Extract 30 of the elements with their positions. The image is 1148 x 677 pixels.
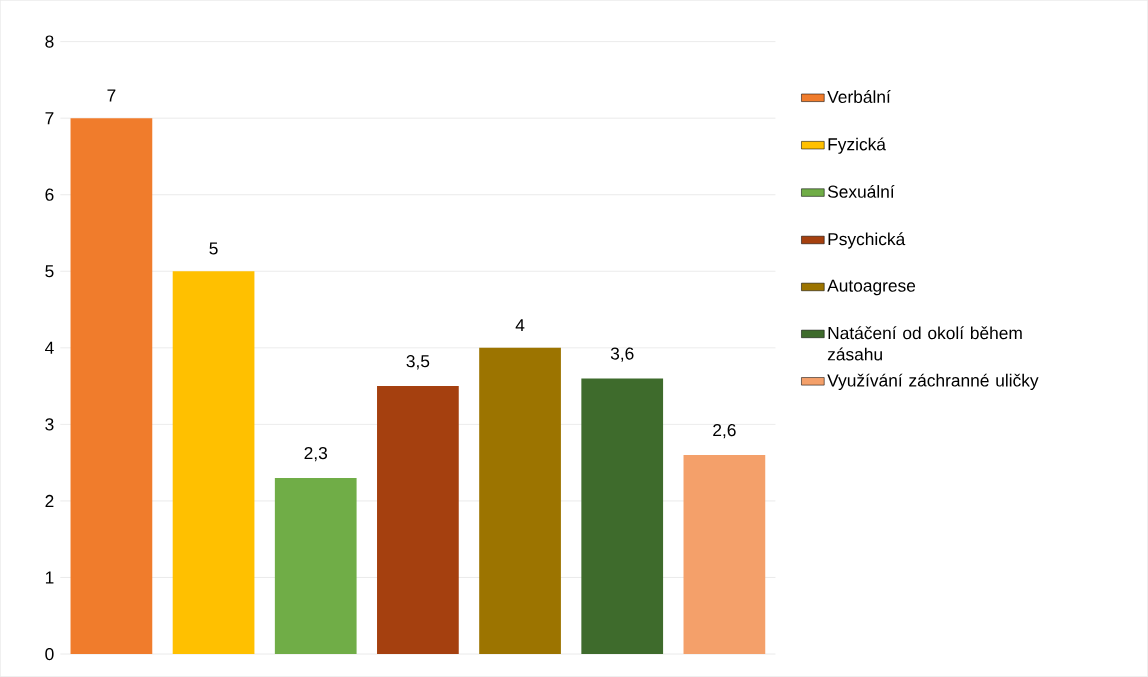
data-label: 7 <box>107 89 116 102</box>
bar <box>70 118 153 655</box>
y-tick-label: 8 <box>45 35 54 48</box>
data-label: 2,3 <box>304 446 328 462</box>
legend-label: Autoagrese <box>827 279 916 296</box>
y-tick-label: 1 <box>45 571 54 584</box>
legend-label: Natáčení od okolí během zásahu <box>827 326 1022 361</box>
y-tick-label: 7 <box>45 112 54 125</box>
bar <box>479 347 561 655</box>
data-label: 5 <box>209 242 218 255</box>
legend-label: Využívání záchranné uličky <box>827 373 1039 390</box>
data-label: 2,6 <box>713 423 736 439</box>
y-tick-label: 4 <box>45 341 54 354</box>
bar <box>274 477 357 655</box>
bar <box>377 386 459 655</box>
bar <box>683 455 766 655</box>
bar <box>581 378 664 655</box>
y-tick-label: 5 <box>45 265 54 278</box>
y-tick-label: 0 <box>45 647 54 661</box>
data-label: 4 <box>515 319 525 332</box>
bar <box>172 271 255 655</box>
y-tick-label: 3 <box>45 418 54 431</box>
data-label: 3,6 <box>610 347 634 362</box>
legend-label: Sexuální <box>827 184 895 198</box>
y-tick-label: 2 <box>45 494 54 507</box>
legend-label: Psychická <box>828 232 906 249</box>
y-tick-label: 6 <box>45 188 54 201</box>
legend-label: Fyzická <box>828 137 886 154</box>
data-label: 3,5 <box>406 355 430 370</box>
legend-label: Verbální <box>827 90 891 104</box>
